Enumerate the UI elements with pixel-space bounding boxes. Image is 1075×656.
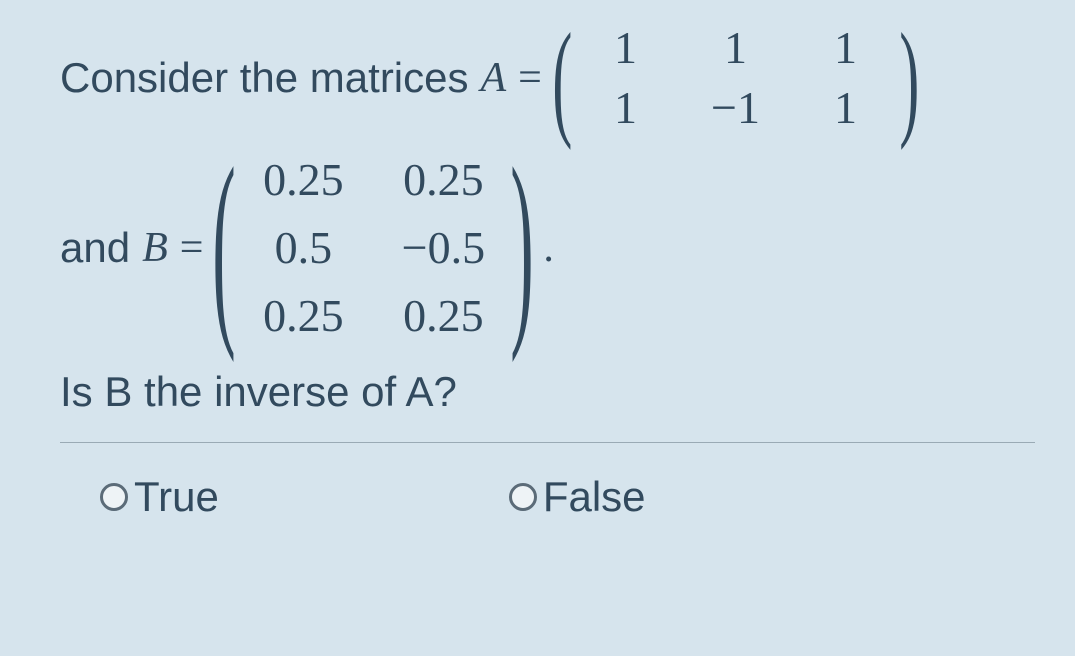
var-B: B xyxy=(142,224,168,272)
separator xyxy=(60,442,1035,443)
options-row: True False xyxy=(60,473,1035,521)
matA-r2c1: 1 xyxy=(571,78,681,138)
matB-r2c2: −0.5 xyxy=(373,214,513,282)
option-true[interactable]: True xyxy=(100,473,219,521)
matrix-B-body: 0.25 0.25 0.5 −0.5 0.25 0.25 xyxy=(233,146,513,350)
matA-r1c3: 1 xyxy=(791,18,901,78)
matB-r1c1: 0.25 xyxy=(233,146,373,214)
paren-left: ( xyxy=(552,0,572,234)
matA-r1c1: 1 xyxy=(571,18,681,78)
option-true-label: True xyxy=(134,473,219,521)
matB-r1c2: 0.25 xyxy=(373,146,513,214)
matrix-A-body: 1 1 1 1 −1 1 xyxy=(571,18,901,138)
prompt-prefix: Consider the matrices xyxy=(60,54,469,102)
matB-r3c2: 0.25 xyxy=(373,282,513,350)
paren-right-B: ) xyxy=(511,0,534,656)
matB-r3c1: 0.25 xyxy=(233,282,373,350)
paren-right: ) xyxy=(899,0,919,234)
matA-r2c3: 1 xyxy=(791,78,901,138)
prompt-line-1: Consider the matrices A = ( 1 1 1 1 −1 1… xyxy=(60,18,1035,138)
question-ask: Is B the inverse of A? xyxy=(60,368,1035,416)
matrix-B: ( 0.25 0.25 0.5 −0.5 0.25 0.25 ) xyxy=(215,146,531,350)
eq-sign-B: = xyxy=(180,224,204,272)
prompt-line-2: and B = ( 0.25 0.25 0.5 −0.5 0.25 0.25 )… xyxy=(60,146,1035,350)
option-false-label: False xyxy=(543,473,646,521)
matA-r1c2: 1 xyxy=(681,18,791,78)
matA-r2c2: −1 xyxy=(681,78,791,138)
radio-icon xyxy=(100,483,128,511)
var-A: A xyxy=(481,54,507,102)
matB-r2c1: 0.5 xyxy=(233,214,373,282)
line2-prefix: and xyxy=(60,224,130,272)
matrix-A: ( 1 1 1 1 −1 1 ) xyxy=(554,18,917,138)
paren-left-B: ( xyxy=(213,0,236,656)
